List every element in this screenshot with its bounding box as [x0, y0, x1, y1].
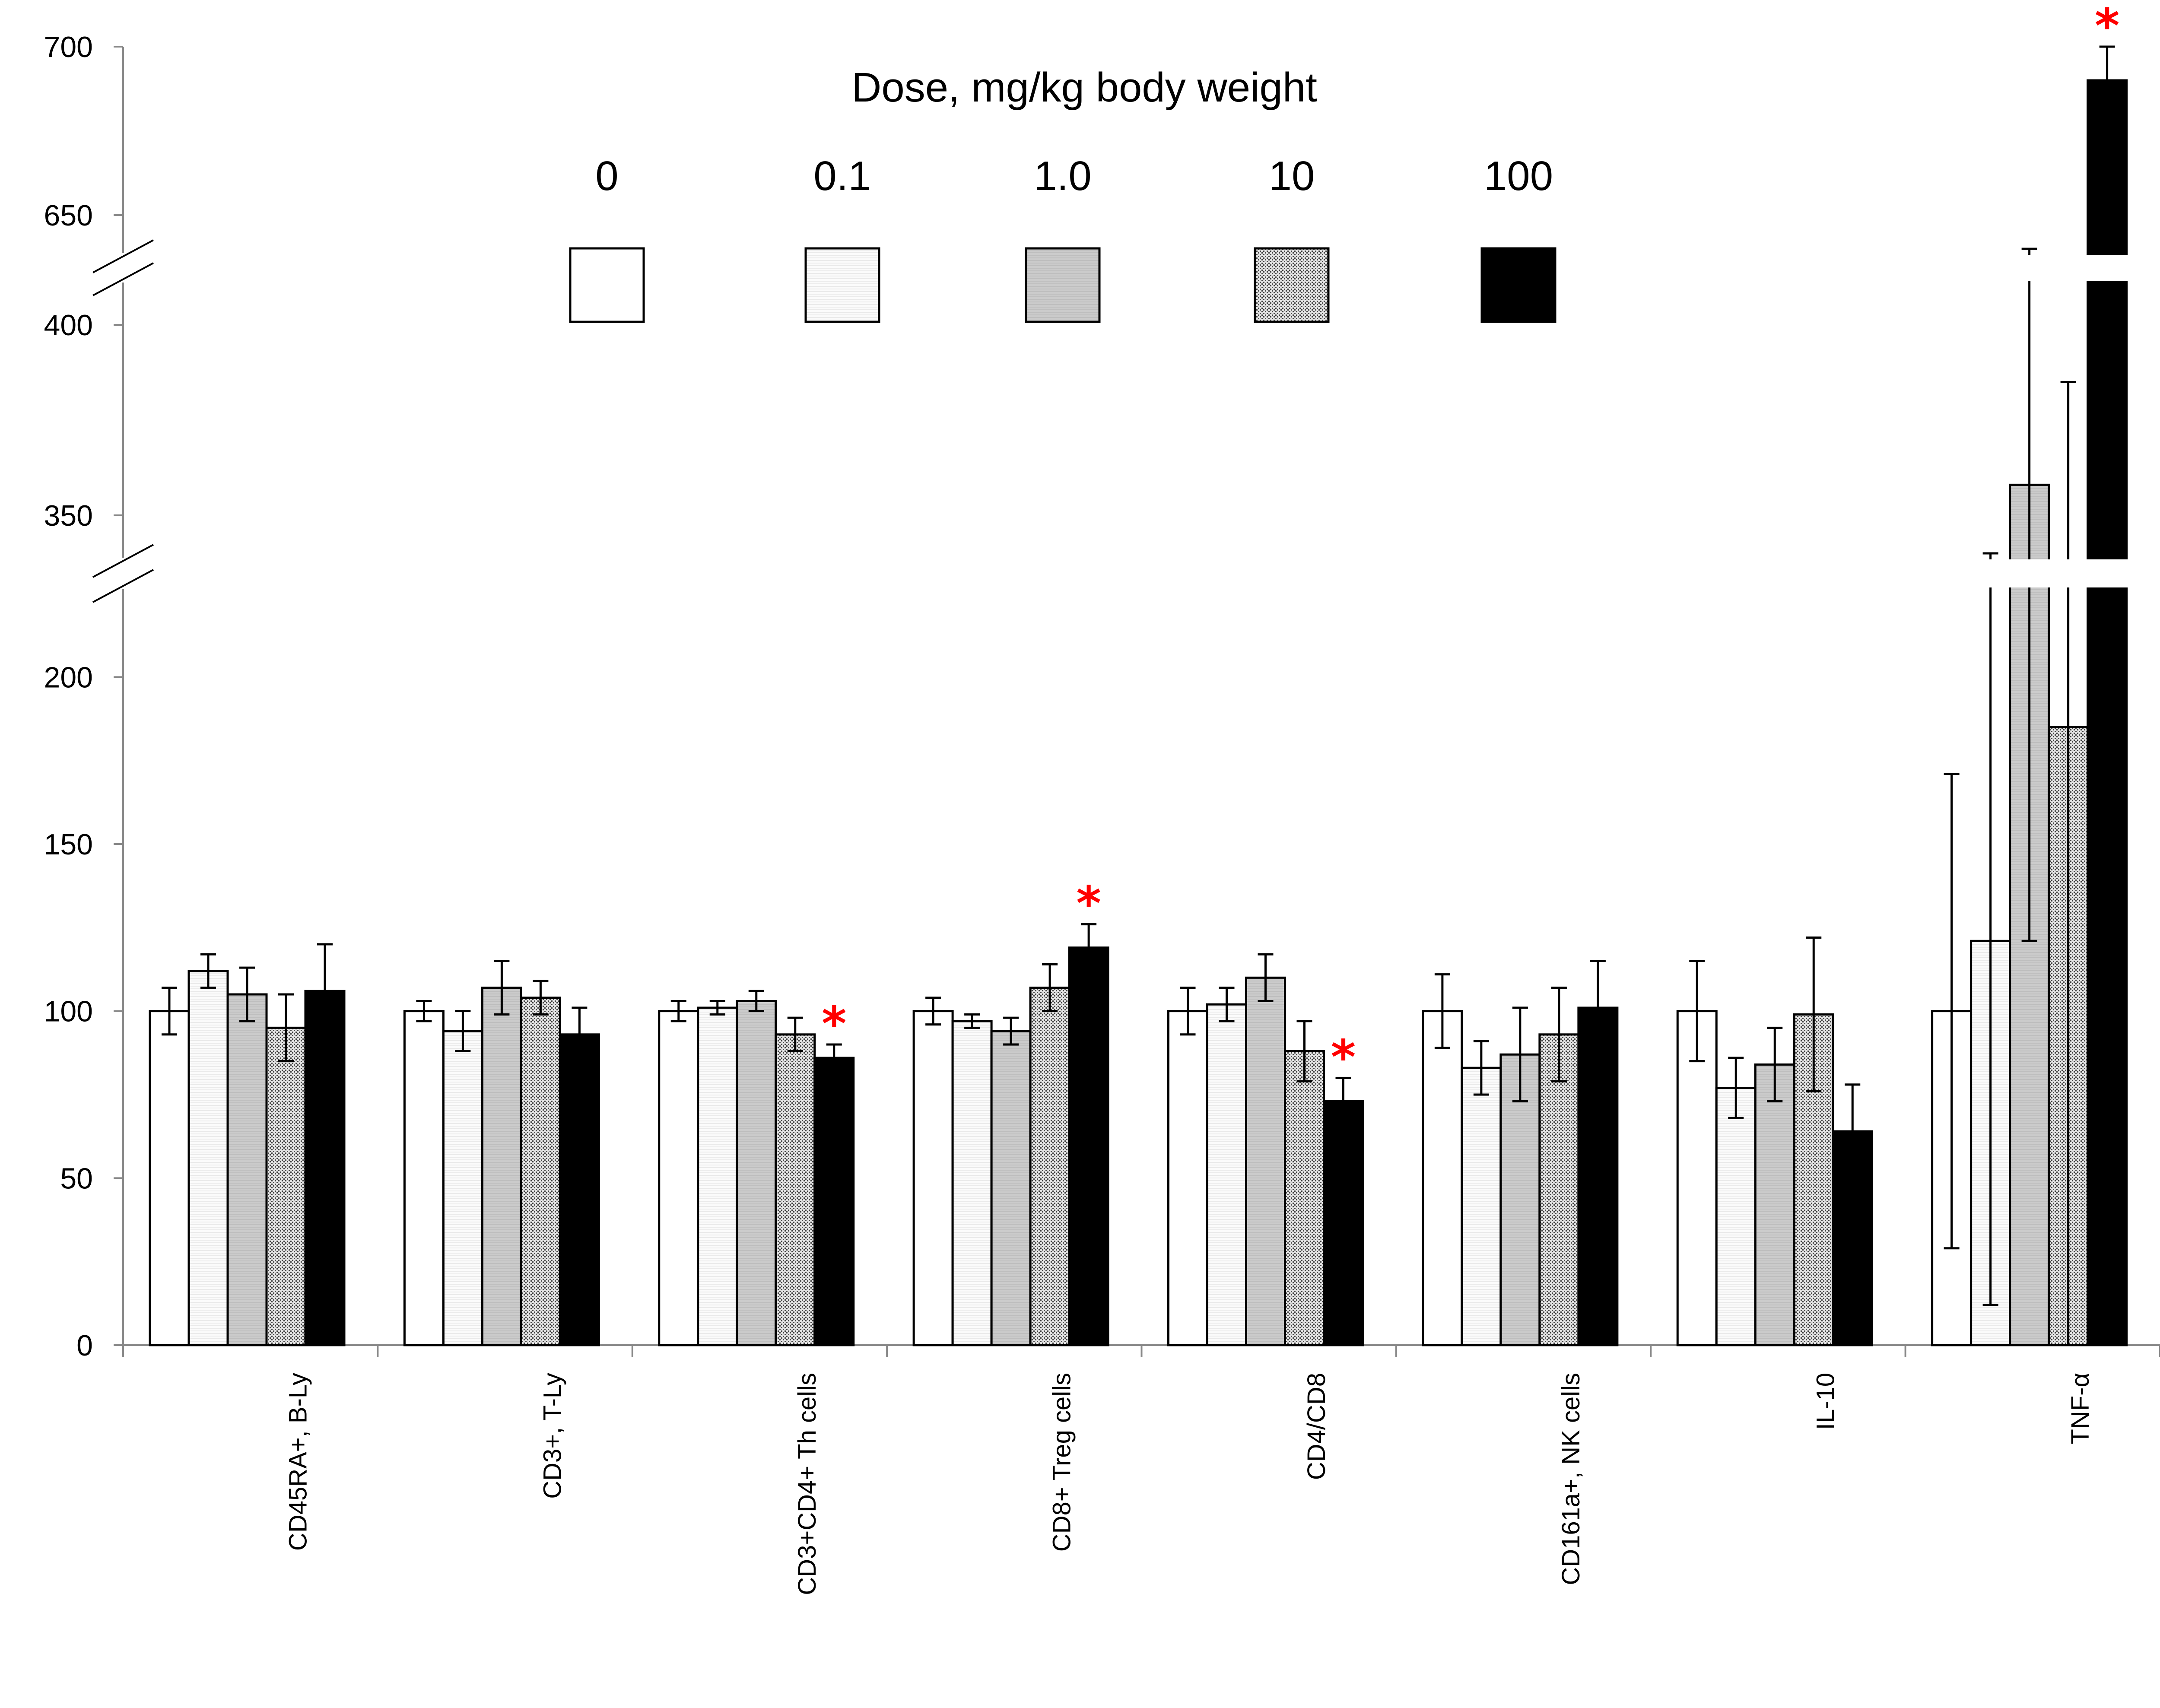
- significance-star: *: [2095, 0, 2120, 54]
- bar: [1245, 976, 1286, 1346]
- bar: [559, 1033, 600, 1346]
- category-label: IL-10: [1812, 1373, 1840, 1430]
- bar: [697, 1006, 738, 1346]
- y-tick-label: 150: [44, 828, 93, 861]
- y-tick-label: 50: [60, 1162, 93, 1195]
- axis-break-gaps: [92, 239, 2160, 603]
- y-tick-label: 200: [44, 661, 93, 694]
- bar: [1499, 1053, 1541, 1346]
- significance-star: *: [1331, 1029, 1356, 1085]
- bar: [775, 1033, 816, 1346]
- bar: [1323, 1100, 1364, 1346]
- category-label: CD3+CD4+ Th cells: [793, 1373, 821, 1595]
- legend-label: 100: [1484, 153, 1553, 199]
- category-label: CD4/CD8: [1302, 1373, 1331, 1480]
- bar: [520, 997, 561, 1346]
- bar: [1676, 1010, 1718, 1346]
- category-label: CD8+ Treg cells: [1048, 1373, 1076, 1552]
- legend-title: Dose, mg/kg body weight: [851, 64, 1317, 111]
- axis-break-gap: [124, 559, 2160, 587]
- axis-break-mark: [92, 239, 154, 273]
- bar: [2087, 79, 2128, 1346]
- legend-swatch: [569, 247, 645, 323]
- category-label: CD3+, T-Ly: [539, 1373, 567, 1499]
- error-bars-layer: [162, 45, 2115, 1346]
- axis-break-gap: [124, 255, 2160, 281]
- axis-break-mark: [92, 544, 154, 578]
- axis-break-gap: [121, 253, 126, 283]
- y-tick-label: 400: [44, 309, 93, 342]
- legend: Dose, mg/kg body weight 0 0.1 1.0 10 100: [569, 64, 1556, 323]
- bar: [1284, 1050, 1325, 1346]
- axis-break-gap: [121, 558, 126, 589]
- significance-star: *: [1076, 876, 1101, 931]
- bar: [658, 1010, 699, 1346]
- y-tick-label: 650: [44, 199, 93, 232]
- bar: [736, 1000, 777, 1346]
- bar: [265, 1026, 307, 1346]
- bar: [149, 1010, 190, 1346]
- legend-swatch: [1480, 247, 1556, 323]
- bar: [1461, 1067, 1502, 1346]
- bar: [481, 987, 522, 1346]
- category-label: TNF-α: [2066, 1373, 2094, 1444]
- bar: [1029, 987, 1070, 1346]
- bar: [951, 1020, 993, 1346]
- bar: [304, 990, 346, 1346]
- bar: [1422, 1010, 1463, 1346]
- bar: [1167, 1010, 1208, 1346]
- labels-layer: CD45RA+, B-Ly CD3+, T-Ly * CD3+CD4+ Th cell…: [284, 0, 2119, 1595]
- bar: [1832, 1130, 1873, 1346]
- y-tick-label: 100: [44, 995, 93, 1028]
- category-label: CD161a+, NK cells: [1557, 1373, 1585, 1585]
- bar: [990, 1030, 1032, 1346]
- bar: [403, 1010, 445, 1346]
- bar: [187, 970, 229, 1346]
- legend-swatch: [1025, 247, 1101, 323]
- bar: [1754, 1063, 1795, 1346]
- y-tick-label: 350: [44, 499, 93, 532]
- bar: [912, 1010, 954, 1346]
- y-tick-label: 700: [44, 31, 93, 63]
- category-label: CD45RA+, B-Ly: [284, 1373, 312, 1551]
- legend-label: 0: [595, 153, 618, 199]
- bar: [1577, 1006, 1619, 1346]
- axis-break-mark: [92, 262, 154, 296]
- significance-star: *: [822, 996, 847, 1051]
- legend-swatch: [804, 247, 880, 323]
- y-tick-label: 0: [76, 1329, 93, 1362]
- bar: [1715, 1087, 1757, 1346]
- legend-label: 0.1: [813, 153, 871, 199]
- bar: [1068, 946, 1109, 1346]
- bar: [442, 1030, 483, 1346]
- bars-layer: [149, 79, 2128, 1346]
- bar: [1206, 1003, 1247, 1346]
- bar: [813, 1057, 855, 1346]
- legend-swatch: [1254, 247, 1330, 323]
- bar: [226, 993, 268, 1346]
- axis-break-mark: [92, 569, 154, 603]
- legend-label: 1.0: [1034, 153, 1091, 199]
- legend-label: 10: [1269, 153, 1315, 199]
